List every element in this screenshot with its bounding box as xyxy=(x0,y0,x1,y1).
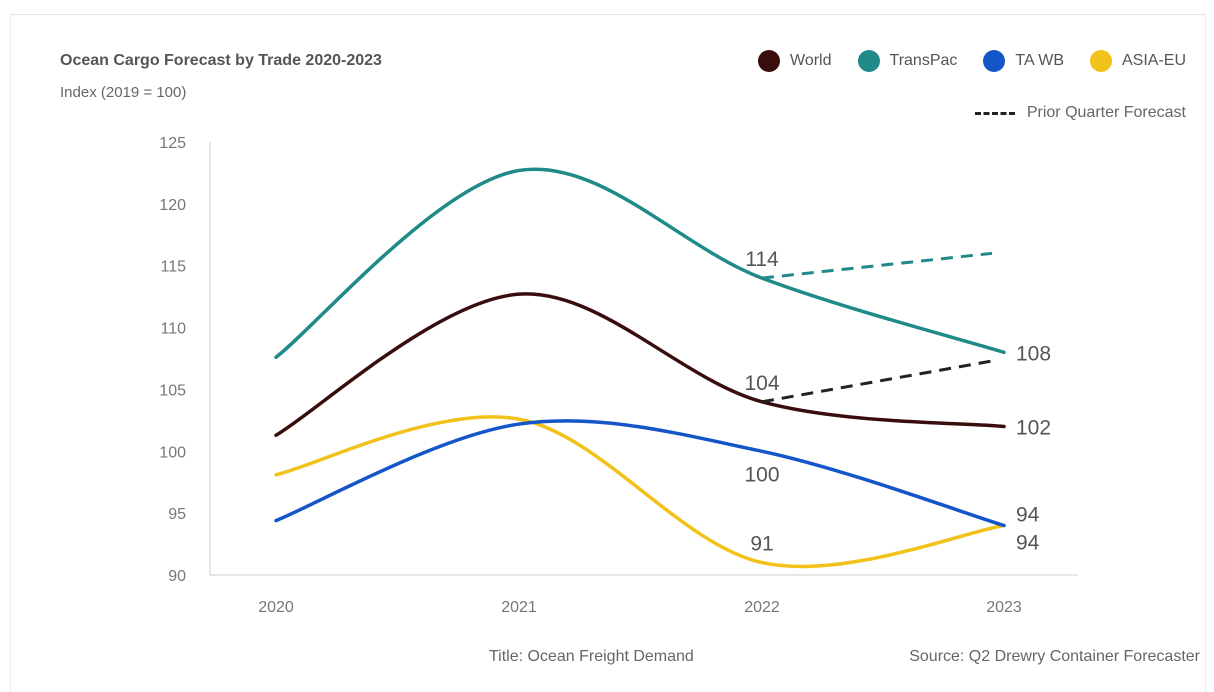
data-label: 102 xyxy=(1016,417,1051,440)
data-label: 91 xyxy=(750,533,773,556)
chart-title: Ocean Cargo Forecast by Trade 2020-2023 xyxy=(60,52,382,69)
series-line-asia-eu xyxy=(274,415,1006,569)
y-tick-label: 115 xyxy=(160,259,186,276)
footer-source: Source: Q2 Drewry Container Forecaster xyxy=(909,648,1200,665)
footer-title: Title: Ocean Freight Demand xyxy=(489,648,694,665)
legend-label-ta-wb: TA WB xyxy=(1015,52,1064,69)
prior-forecast-line-world xyxy=(761,359,993,404)
x-tick-label: 2021 xyxy=(501,599,537,616)
legend-item-transpac: TransPac xyxy=(857,50,958,72)
legend-label-world: World xyxy=(790,52,832,69)
data-label: 94 xyxy=(1016,532,1040,555)
y-tick-label: 105 xyxy=(159,382,186,399)
x-tick-label: 2023 xyxy=(986,599,1022,616)
series-line-ta-wb xyxy=(274,419,1006,528)
y-tick-label: 90 xyxy=(168,568,186,585)
prior-forecast-line-transpac xyxy=(761,251,993,280)
legend-item-asia-eu: ASIA-EU xyxy=(1089,50,1186,72)
legend-item-ta-wb: TA WB xyxy=(983,50,1064,72)
chart-frame xyxy=(10,14,1206,692)
y-tick-label: 110 xyxy=(160,321,186,338)
chart-legend: World TransPac TA WB ASIA-EU xyxy=(758,50,1186,72)
data-label: 108 xyxy=(1016,342,1051,365)
y-tick-label: 120 xyxy=(159,197,186,214)
data-label: 114 xyxy=(745,248,779,271)
legend-swatch-ta-wb xyxy=(983,50,1006,72)
data-label: 104 xyxy=(744,372,779,395)
legend-item-world: World xyxy=(758,50,832,72)
legend-label-transpac: TransPac xyxy=(889,52,958,69)
x-tick-label: 2022 xyxy=(744,599,780,616)
legend-label-asia-eu: ASIA-EU xyxy=(1121,52,1186,69)
data-label: 100 xyxy=(744,463,779,486)
legend-swatch-transpac xyxy=(857,50,880,72)
legend-swatch-world xyxy=(758,50,781,72)
series-line-transpac xyxy=(274,167,1006,360)
data-label: 94 xyxy=(1016,504,1040,527)
legend-label-prior-forecast: Prior Quarter Forecast xyxy=(1026,104,1186,121)
y-tick-label: 125 xyxy=(159,135,186,152)
chart-subtitle: Index (2019 = 100) xyxy=(60,84,187,101)
y-tick-label: 100 xyxy=(159,444,186,461)
legend-item-prior-forecast: Prior Quarter Forecast xyxy=(974,104,1186,122)
x-tick-label: 2020 xyxy=(258,599,294,616)
series-line-world xyxy=(274,292,1006,437)
legend-swatch-dashed xyxy=(974,111,1015,115)
legend-swatch-asia-eu xyxy=(1089,50,1112,72)
y-tick-label: 95 xyxy=(168,506,186,523)
